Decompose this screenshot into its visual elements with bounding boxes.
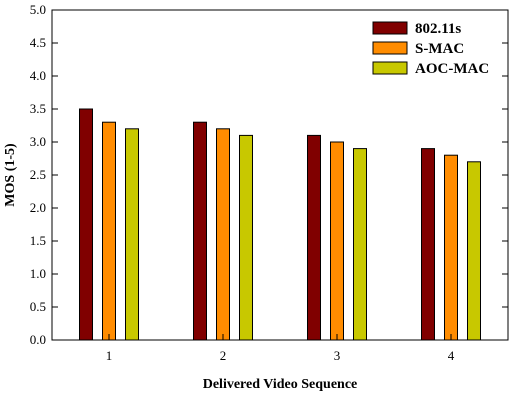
y-tick-label: 2.5 bbox=[30, 167, 46, 182]
y-axis-title: MOS (1-5) bbox=[3, 143, 18, 207]
legend-swatch bbox=[372, 21, 408, 35]
legend-label: 802.11s bbox=[415, 21, 461, 37]
bar-802-11s bbox=[193, 121, 207, 341]
y-tick-label: 1.0 bbox=[30, 266, 46, 281]
bar-802-11s bbox=[421, 148, 435, 341]
y-tick-label: 0.0 bbox=[30, 332, 46, 347]
y-tick-label: 2.0 bbox=[30, 200, 46, 215]
legend-label: AOC-MAC bbox=[415, 61, 489, 77]
bar-802-11s bbox=[79, 108, 93, 341]
bar-aoc-mac bbox=[353, 148, 367, 341]
y-tick-label: 4.5 bbox=[30, 35, 46, 50]
legend: 802.11s S-MAC AOC-MAC bbox=[372, 21, 489, 77]
legend-swatch bbox=[372, 61, 408, 75]
x-tick-label: 2 bbox=[220, 348, 227, 363]
y-tick-label: 4.0 bbox=[30, 68, 46, 83]
bar-aoc-mac bbox=[467, 161, 481, 341]
y-tick-label: 5.0 bbox=[30, 2, 46, 17]
legend-label: S-MAC bbox=[415, 41, 464, 57]
x-tick-label: 1 bbox=[106, 348, 113, 363]
y-axis-ticks: 0.0 0.5 1.0 1.5 2.0 2.5 3.0 3.5 4.0 4.5 5.0 bbox=[30, 2, 508, 347]
y-tick-label: 3.5 bbox=[30, 101, 46, 116]
bar-aoc-mac bbox=[239, 134, 253, 341]
x-axis-title: Delivered Video Sequence bbox=[203, 377, 358, 392]
bar-s-mac bbox=[444, 154, 458, 341]
x-tick-label: 4 bbox=[448, 348, 455, 363]
x-tick-label: 3 bbox=[334, 348, 341, 363]
bar-aoc-mac bbox=[125, 128, 139, 341]
x-axis-ticks: 1 2 3 4 bbox=[106, 334, 455, 363]
bar-s-mac bbox=[216, 128, 230, 341]
y-tick-label: 0.5 bbox=[30, 299, 46, 314]
y-tick-label: 3.0 bbox=[30, 134, 46, 149]
bar-802-11s bbox=[307, 134, 321, 341]
bars-layer bbox=[79, 108, 481, 341]
bar-s-mac bbox=[330, 141, 344, 341]
bar-s-mac bbox=[102, 121, 116, 341]
y-tick-label: 1.5 bbox=[30, 233, 46, 248]
legend-swatch bbox=[372, 41, 408, 55]
plot-frame bbox=[51, 9, 509, 341]
